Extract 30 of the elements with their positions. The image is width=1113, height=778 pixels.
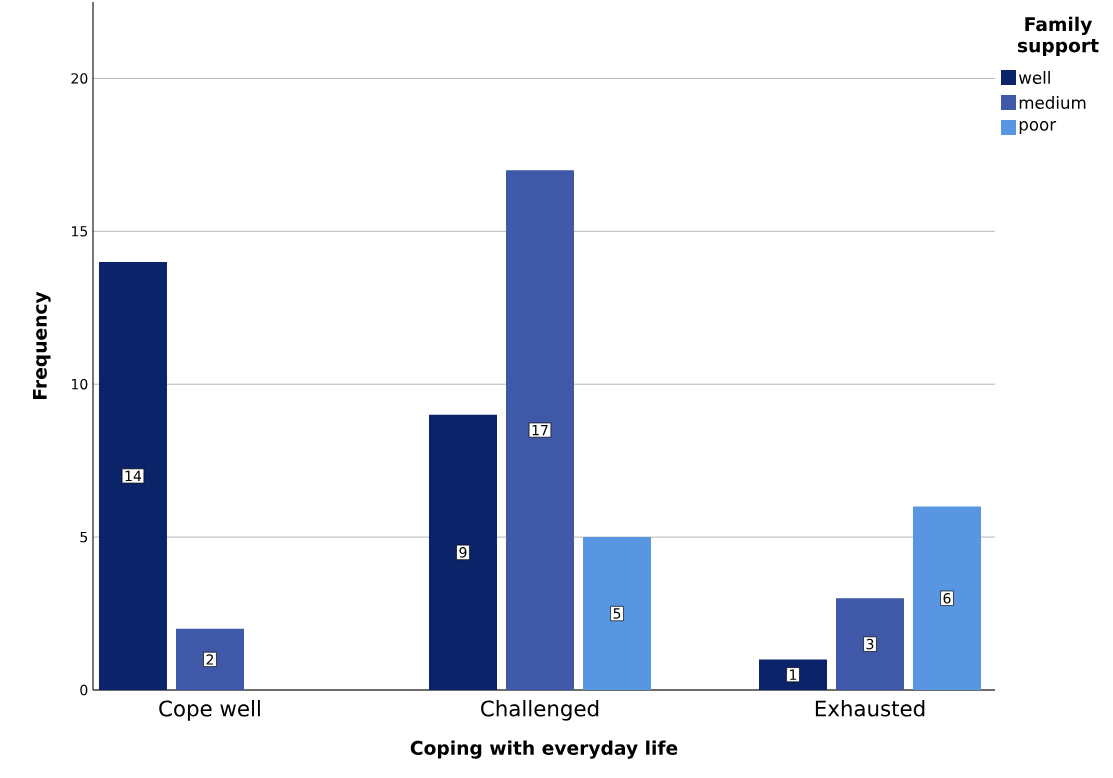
y-axis-title: Frequency (33, 291, 51, 399)
data-label: 14 (125, 470, 142, 482)
bar (506, 170, 574, 690)
data-label: 3 (866, 638, 874, 650)
data-label: 5 (613, 608, 621, 619)
y-tick-label: 0 (80, 684, 88, 696)
data-label: 9 (459, 547, 467, 558)
legend-label: poor (1019, 121, 1057, 134)
legend-label: well (1018, 71, 1050, 84)
bar (429, 414, 497, 690)
bar (98, 261, 167, 690)
data-label: 1 (790, 669, 797, 680)
bar (175, 628, 244, 690)
x-tick-label: Exhausted (815, 700, 925, 717)
data-label: 17 (532, 424, 548, 436)
y-tick-label: 10 (72, 378, 88, 390)
x-tick-label: Cope well (159, 700, 260, 721)
bar (913, 506, 982, 690)
legend-title: Family support (1017, 16, 1099, 57)
x-tick-label: Challenged (481, 700, 599, 721)
bar (759, 659, 828, 690)
y-tick-label: 15 (72, 226, 88, 237)
legend-label: medium (1019, 96, 1086, 109)
bar (583, 537, 651, 690)
y-tick-label: 20 (71, 73, 88, 84)
data-label: 2 (206, 654, 214, 665)
x-axis-title: Coping with everyday life (410, 740, 678, 759)
data-label: 6 (943, 592, 951, 604)
y-tick-label: 5 (80, 531, 88, 543)
bar (836, 598, 905, 690)
